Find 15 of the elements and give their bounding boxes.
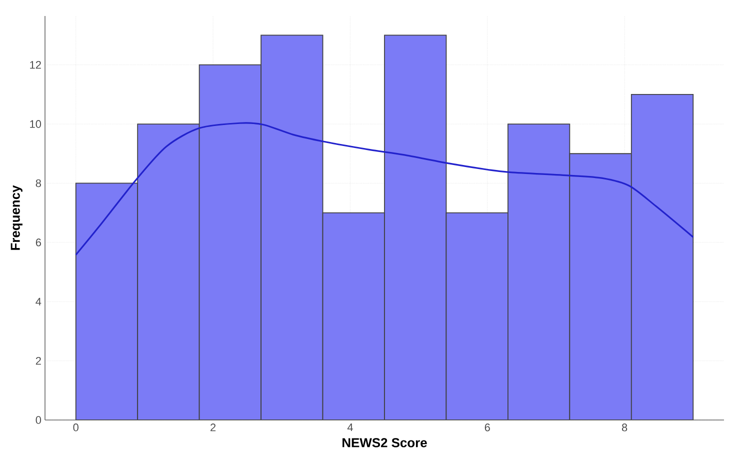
x-tick-label: 8 <box>622 424 628 432</box>
y-tick-label: 6 <box>36 238 41 246</box>
y-axis-title: Frequency <box>10 185 22 250</box>
y-tick-label: 8 <box>36 179 41 188</box>
x-tick-label: 4 <box>347 424 353 432</box>
y-tick-label: 4 <box>36 298 42 306</box>
y-tick-label: 0 <box>36 416 42 424</box>
y-tick-label: 10 <box>30 120 42 128</box>
y-tick-label: 12 <box>30 61 41 69</box>
line-series <box>75 122 694 256</box>
y-tick-label: 2 <box>36 356 41 365</box>
x-axis-title: NEWS2 Score <box>342 438 427 448</box>
x-tick-label: 0 <box>73 424 78 432</box>
x-tick-label: 6 <box>484 424 490 432</box>
x-tick-label: 2 <box>210 424 216 432</box>
